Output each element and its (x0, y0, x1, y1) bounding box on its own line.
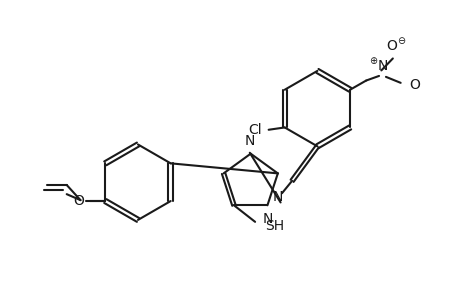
Text: Cl: Cl (247, 123, 261, 137)
Text: SH: SH (265, 219, 284, 233)
Text: N: N (244, 134, 254, 148)
Text: O: O (73, 194, 84, 208)
Text: N: N (262, 212, 272, 226)
Text: $^{\oplus}$N: $^{\oplus}$N (369, 57, 388, 74)
Text: O: O (408, 78, 419, 92)
Text: O$^{\ominus}$: O$^{\ominus}$ (386, 37, 406, 54)
Text: N: N (273, 190, 283, 204)
